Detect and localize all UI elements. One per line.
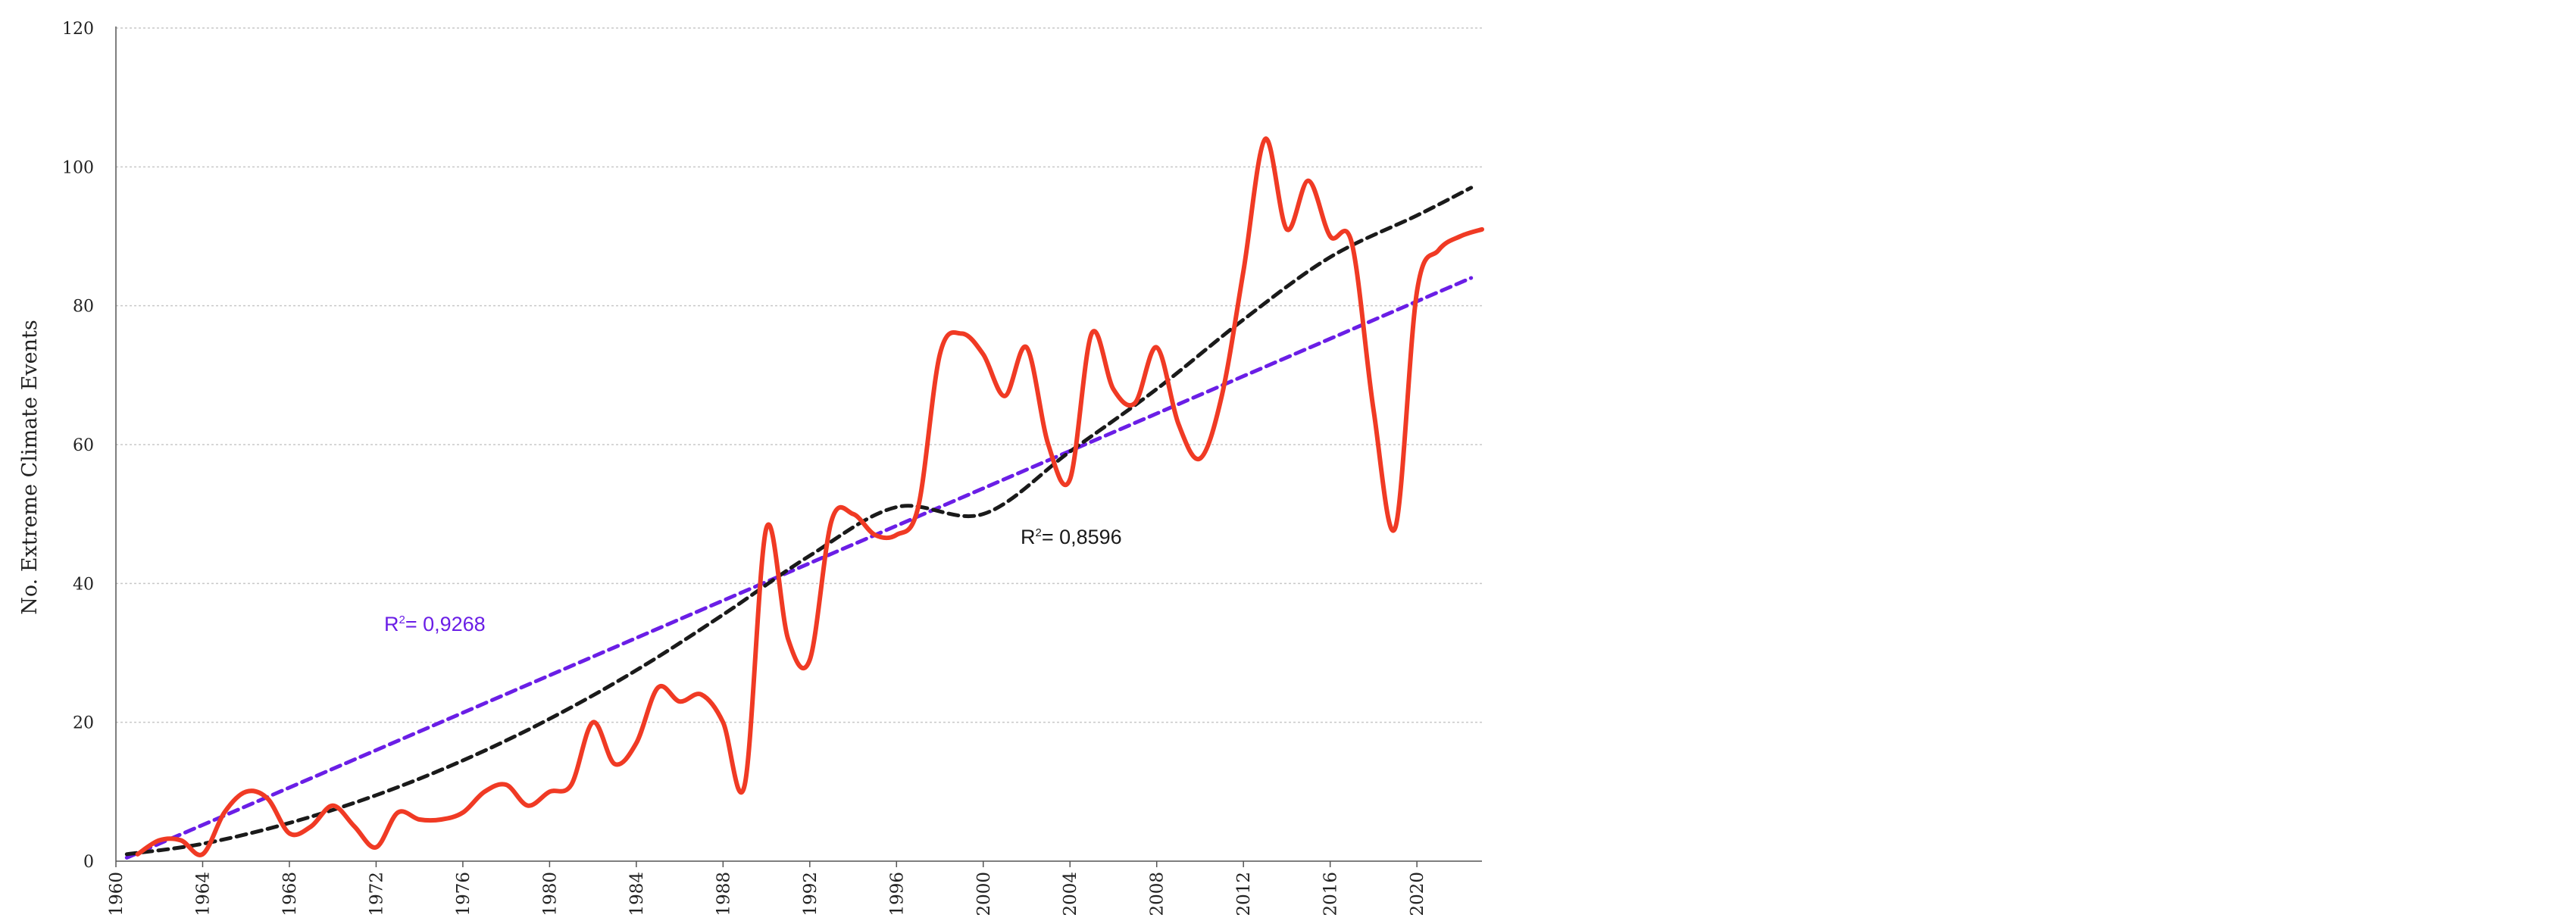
x-tick-label: 1960 xyxy=(107,872,127,916)
series-poly-trend-line xyxy=(124,186,1474,857)
x-tick-label: 1980 xyxy=(540,872,560,916)
x-tick-label: 1996 xyxy=(887,872,907,916)
gridlines xyxy=(116,27,1482,723)
x-tick-label: 1972 xyxy=(367,872,386,916)
x-tick-label: 2000 xyxy=(974,872,994,916)
x-tick-label: 1984 xyxy=(627,872,647,916)
y-axis-title: No. Extreme Climate Events xyxy=(18,320,42,614)
x-tick-label: 2020 xyxy=(1408,872,1427,916)
y-tick-label: 80 xyxy=(73,298,94,317)
x-tick-labels: 1960 1964 1968 1972 1976 1980 1984 1988 1992 1996… xyxy=(107,872,1427,916)
y-tick-label: 40 xyxy=(73,575,94,594)
series-observed-line xyxy=(135,136,1484,857)
x-tick-label: 1968 xyxy=(280,872,300,916)
series-linear-trend-line xyxy=(124,276,1474,860)
series-lines xyxy=(124,136,1484,860)
x-tick-label: 1992 xyxy=(801,872,821,916)
y-tick-label: 20 xyxy=(73,714,94,733)
y-tick-labels: 0 20 40 60 80 100 120 xyxy=(62,20,94,872)
x-tick-label: 2016 xyxy=(1321,872,1341,916)
x-tick-label: 1964 xyxy=(193,872,213,916)
x-tick-label: 2004 xyxy=(1061,872,1080,916)
y-tick-label: 120 xyxy=(62,20,94,39)
x-tick-label: 2008 xyxy=(1148,872,1168,916)
y-tick-label: 100 xyxy=(62,158,94,177)
x-tick-label: 1976 xyxy=(454,872,474,916)
r-squared-linear-annotation: R2= 0,9268 xyxy=(384,613,486,635)
x-tick-label: 1988 xyxy=(714,872,733,916)
axes xyxy=(115,27,1482,867)
y-tick-label: 0 xyxy=(83,853,94,872)
r-squared-poly-annotation: R2= 0,8596 xyxy=(1021,526,1122,548)
y-tick-label: 60 xyxy=(73,436,94,455)
x-tick-label: 2012 xyxy=(1234,872,1254,916)
